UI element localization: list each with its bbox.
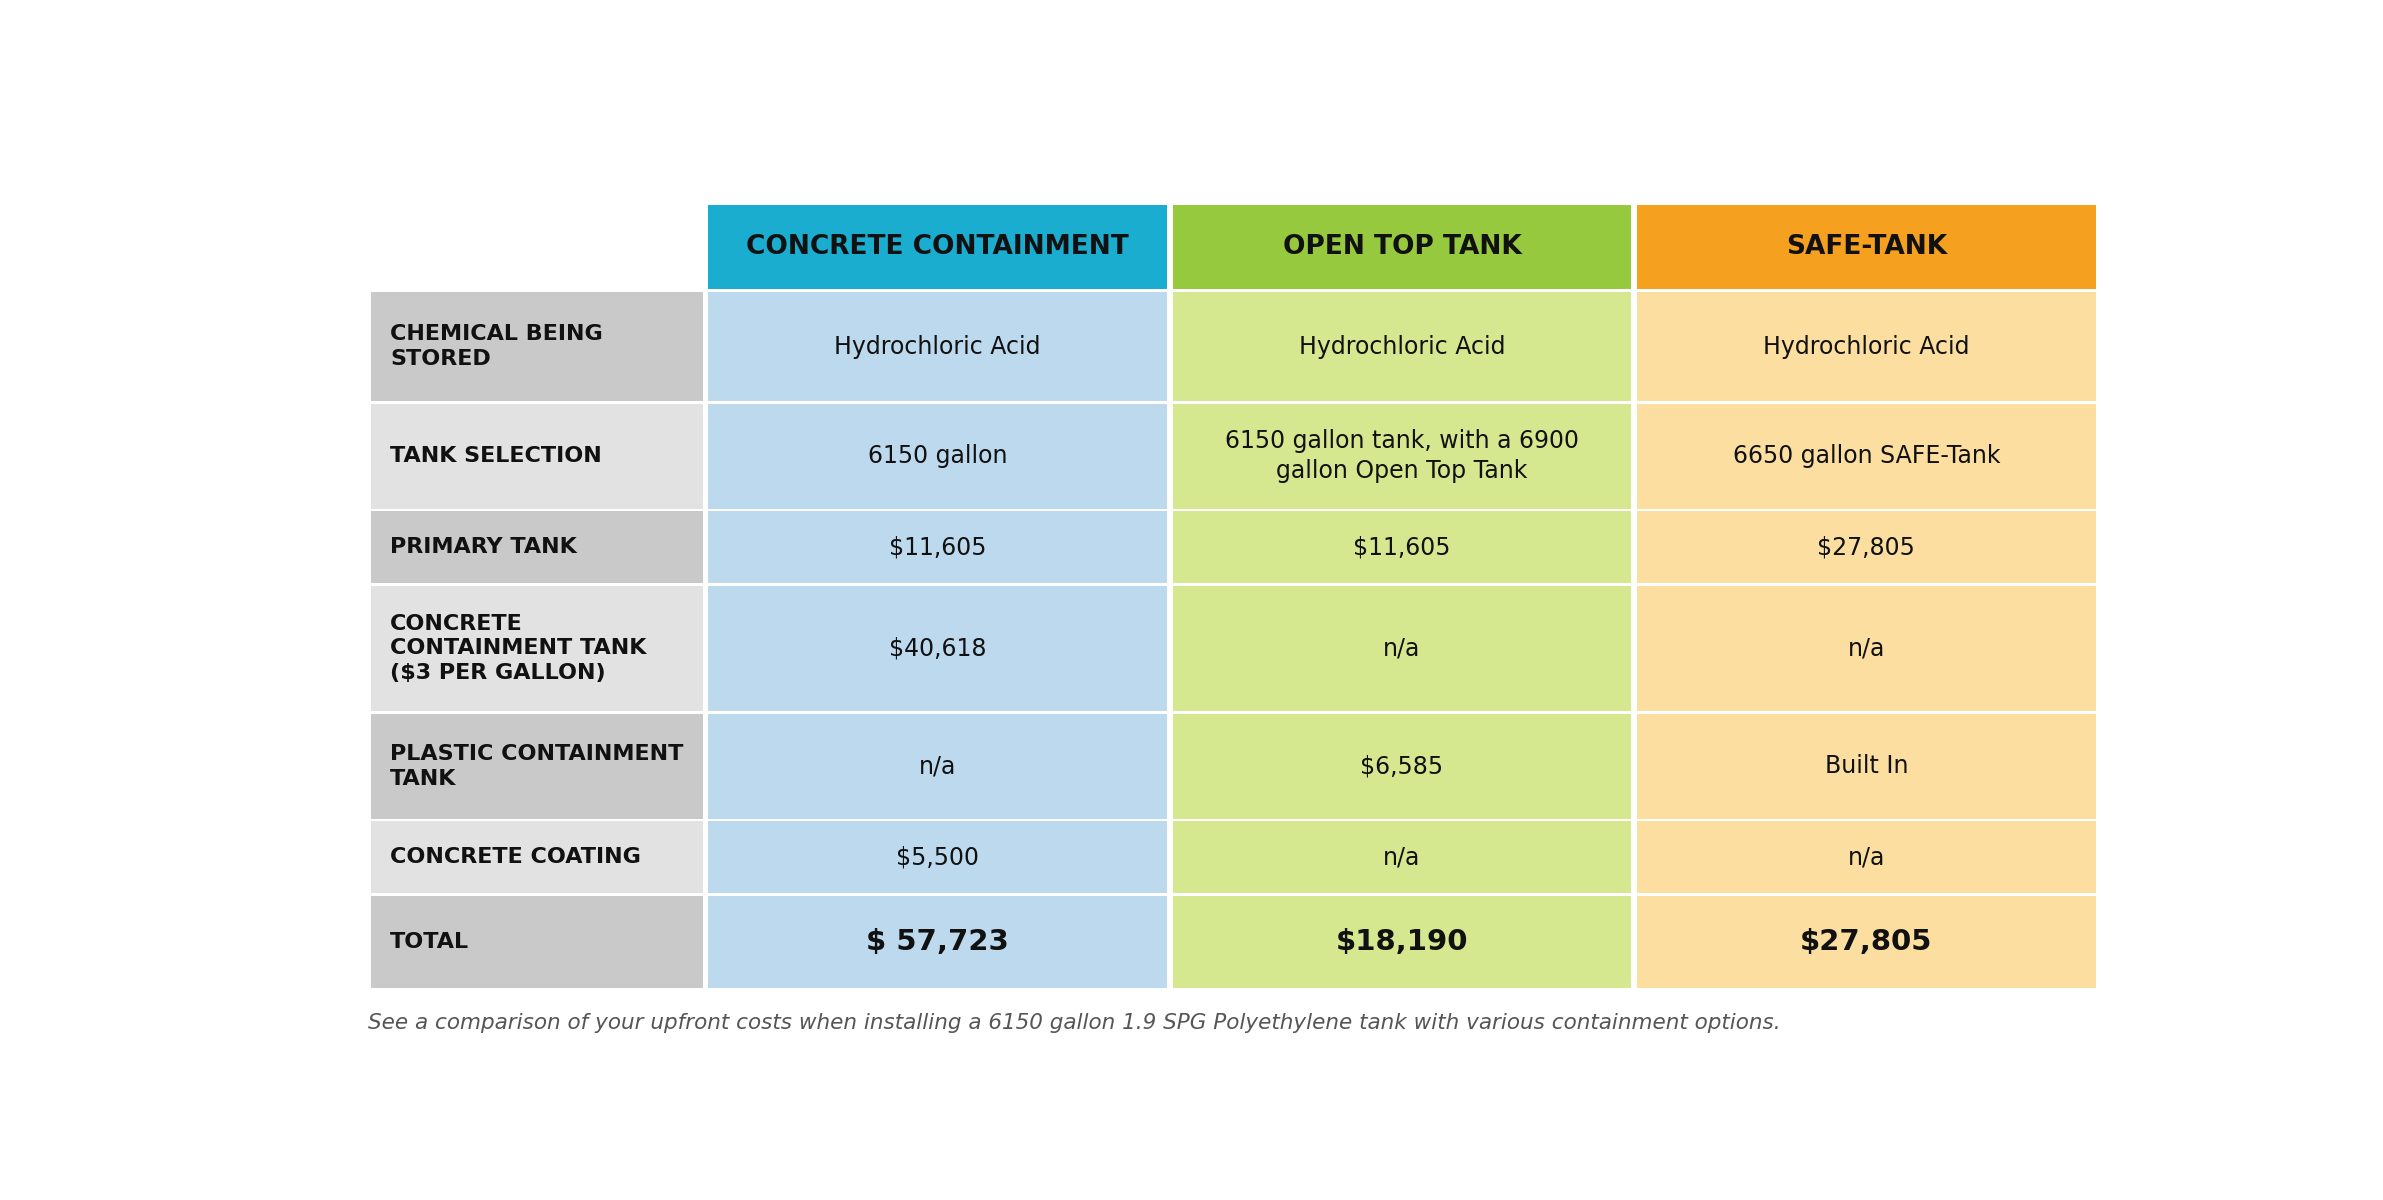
Bar (372, 293, 703, 401)
Bar (372, 205, 703, 289)
Bar (1172, 293, 1632, 401)
Bar (1172, 404, 1632, 509)
Text: Hydrochloric Acid: Hydrochloric Acid (1299, 335, 1506, 359)
Text: n/a: n/a (1847, 845, 1885, 869)
Text: $11,605: $11,605 (1354, 535, 1451, 559)
Bar (708, 293, 1168, 401)
Text: 6150 gallon tank, with a 6900
gallon Open Top Tank: 6150 gallon tank, with a 6900 gallon Ope… (1225, 430, 1580, 484)
Text: SAFE-TANK: SAFE-TANK (1785, 234, 1947, 260)
Bar (372, 821, 703, 893)
Bar (1172, 821, 1632, 893)
Text: n/a: n/a (1382, 636, 1420, 660)
Bar (1172, 205, 1632, 289)
Text: $11,605: $11,605 (889, 535, 987, 559)
Text: TANK SELECTION: TANK SELECTION (391, 446, 603, 467)
Bar (372, 586, 703, 712)
Bar (708, 404, 1168, 509)
Bar (372, 895, 703, 988)
Bar (1637, 293, 2095, 401)
Text: n/a: n/a (1382, 845, 1420, 869)
Text: $5,500: $5,500 (896, 845, 979, 869)
Text: CHEMICAL BEING
STORED: CHEMICAL BEING STORED (391, 324, 603, 370)
Text: $ 57,723: $ 57,723 (867, 928, 1008, 956)
Text: Hydrochloric Acid: Hydrochloric Acid (1763, 335, 1971, 359)
Bar (708, 586, 1168, 712)
Bar (372, 404, 703, 509)
Text: CONCRETE CONTAINMENT: CONCRETE CONTAINMENT (746, 234, 1130, 260)
Bar (708, 714, 1168, 818)
Text: CONCRETE
CONTAINMENT TANK
($3 PER GALLON): CONCRETE CONTAINMENT TANK ($3 PER GALLON… (391, 613, 646, 683)
Text: 6150 gallon: 6150 gallon (867, 444, 1008, 468)
Bar (708, 821, 1168, 893)
Text: CONCRETE COATING: CONCRETE COATING (391, 847, 641, 868)
Bar (1172, 714, 1632, 818)
Text: OPEN TOP TANK: OPEN TOP TANK (1282, 234, 1520, 260)
Text: 6650 gallon SAFE-Tank: 6650 gallon SAFE-Tank (1732, 444, 1999, 468)
Bar (372, 511, 703, 583)
Text: Built In: Built In (1825, 755, 1909, 779)
Text: n/a: n/a (920, 755, 956, 779)
Bar (1637, 714, 2095, 818)
Bar (1637, 511, 2095, 583)
Text: $6,585: $6,585 (1361, 755, 1444, 779)
Bar (1172, 895, 1632, 988)
Bar (372, 714, 703, 818)
Bar (1637, 404, 2095, 509)
Bar (708, 895, 1168, 988)
Text: TOTAL: TOTAL (391, 932, 469, 952)
Text: $27,805: $27,805 (1818, 535, 1916, 559)
Bar (708, 511, 1168, 583)
Bar (1637, 821, 2095, 893)
Text: PRIMARY TANK: PRIMARY TANK (391, 538, 577, 557)
Text: n/a: n/a (1847, 636, 1885, 660)
Bar (1637, 205, 2095, 289)
Bar (1172, 511, 1632, 583)
Text: See a comparison of your upfront costs when installing a 6150 gallon 1.9 SPG Pol: See a comparison of your upfront costs w… (367, 1013, 1780, 1032)
Bar (708, 205, 1168, 289)
Text: $18,190: $18,190 (1337, 928, 1468, 956)
Bar (1172, 586, 1632, 712)
Text: $27,805: $27,805 (1799, 928, 1933, 956)
Text: Hydrochloric Acid: Hydrochloric Acid (834, 335, 1041, 359)
Bar (1637, 895, 2095, 988)
Text: $40,618: $40,618 (889, 636, 987, 660)
Text: PLASTIC CONTAINMENT
TANK: PLASTIC CONTAINMENT TANK (391, 744, 684, 788)
Bar (1637, 586, 2095, 712)
